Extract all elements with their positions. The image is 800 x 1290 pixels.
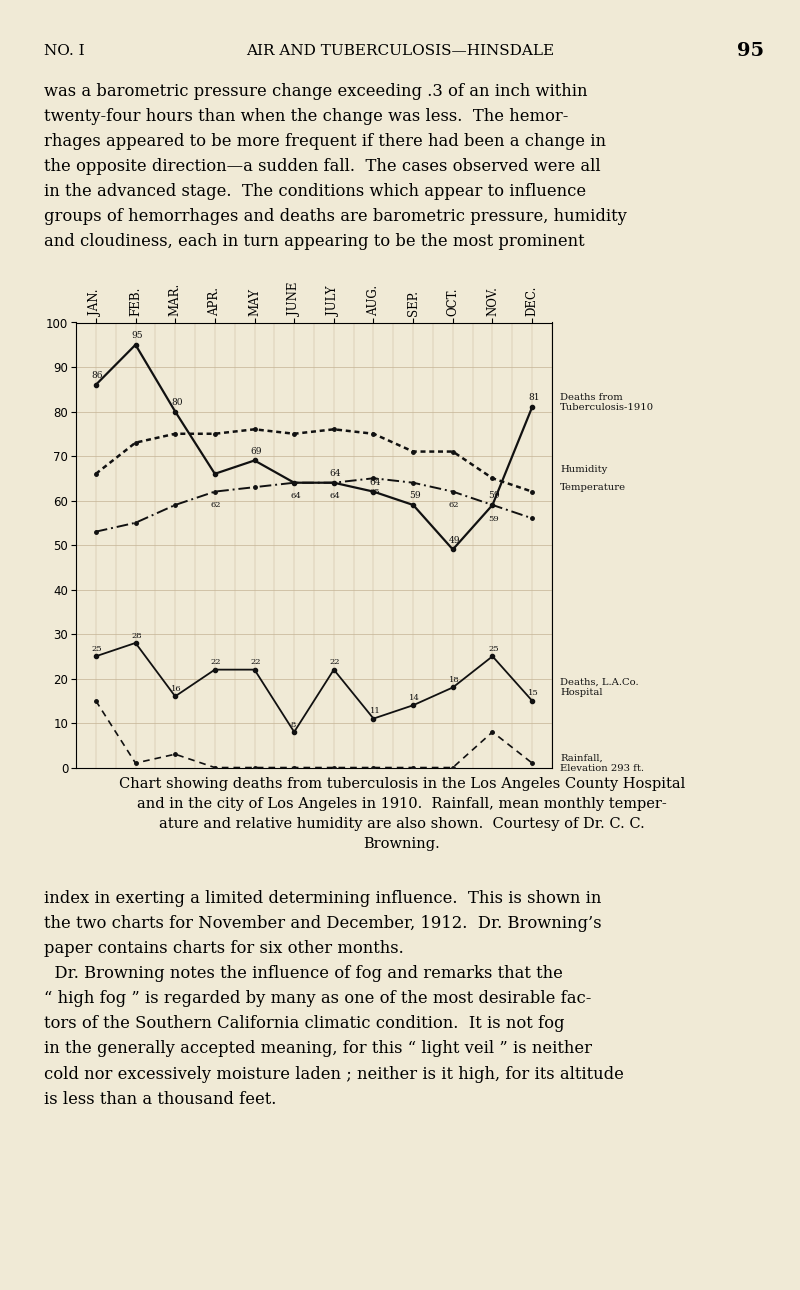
Text: Rainfall,
Elevation 293 ft.: Rainfall, Elevation 293 ft. <box>560 753 644 773</box>
Text: 28: 28 <box>131 632 142 640</box>
Text: Deaths from
Tuberculosis-1910: Deaths from Tuberculosis-1910 <box>560 393 654 413</box>
Text: 95: 95 <box>131 332 143 341</box>
Text: 69: 69 <box>250 446 262 455</box>
Text: Temperature: Temperature <box>560 482 626 491</box>
Text: 16: 16 <box>171 685 182 693</box>
Text: 64: 64 <box>330 493 341 501</box>
Text: 64: 64 <box>370 477 381 486</box>
Text: 22: 22 <box>211 658 222 667</box>
Text: 62: 62 <box>449 502 459 510</box>
Text: 11: 11 <box>370 707 380 715</box>
Text: 64: 64 <box>290 493 301 501</box>
Text: 18: 18 <box>449 676 460 684</box>
Text: 15: 15 <box>528 689 539 698</box>
Text: index in exerting a limited determining influence.  This is shown in
the two cha: index in exerting a limited determining … <box>44 890 624 1108</box>
Text: 86: 86 <box>92 372 103 381</box>
Text: 65: 65 <box>370 488 380 495</box>
Text: 25: 25 <box>489 645 499 653</box>
Text: AIR AND TUBERCULOSIS—HINSDALE: AIR AND TUBERCULOSIS—HINSDALE <box>246 44 554 58</box>
Text: 62: 62 <box>211 502 222 510</box>
Text: 59: 59 <box>409 491 421 501</box>
Text: 22: 22 <box>330 658 340 667</box>
Text: 59: 59 <box>489 515 499 522</box>
Text: 80: 80 <box>171 397 182 406</box>
Text: 14: 14 <box>409 694 420 702</box>
Text: 59: 59 <box>489 491 500 501</box>
Text: Deaths, L.A.Co.
Hospital: Deaths, L.A.Co. Hospital <box>560 677 638 697</box>
Text: 49: 49 <box>449 535 460 544</box>
Text: 95: 95 <box>737 41 764 59</box>
Text: 22: 22 <box>250 658 261 667</box>
Text: Humidity: Humidity <box>560 464 607 473</box>
Text: 25: 25 <box>92 645 102 653</box>
Text: 64: 64 <box>330 470 342 479</box>
Text: 8: 8 <box>290 721 295 729</box>
Text: NO. I: NO. I <box>44 44 85 58</box>
Text: was a barometric pressure change exceeding .3 of an inch within
twenty-four hour: was a barometric pressure change exceedi… <box>44 83 627 250</box>
Text: 81: 81 <box>528 393 540 402</box>
Text: Chart showing deaths from tuberculosis in the Los Angeles County Hospital
and in: Chart showing deaths from tuberculosis i… <box>119 777 685 850</box>
